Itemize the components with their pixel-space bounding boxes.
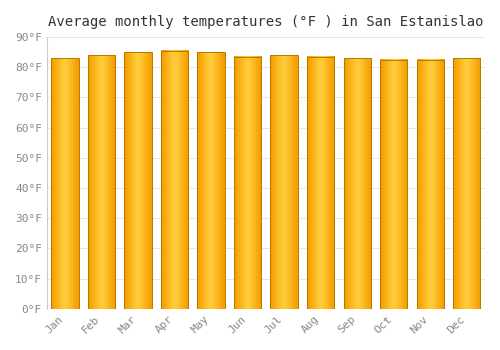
Bar [344,58,371,309]
Bar [307,57,334,309]
Bar [52,58,79,309]
Bar [88,55,116,309]
Bar [161,51,188,309]
Bar [198,52,225,309]
Bar [124,52,152,309]
Title: Average monthly temperatures (°F ) in San Estanislao: Average monthly temperatures (°F ) in Sa… [48,15,484,29]
Bar [453,58,480,309]
Bar [234,57,262,309]
Bar [380,60,407,309]
Bar [416,60,444,309]
Bar [270,55,298,309]
